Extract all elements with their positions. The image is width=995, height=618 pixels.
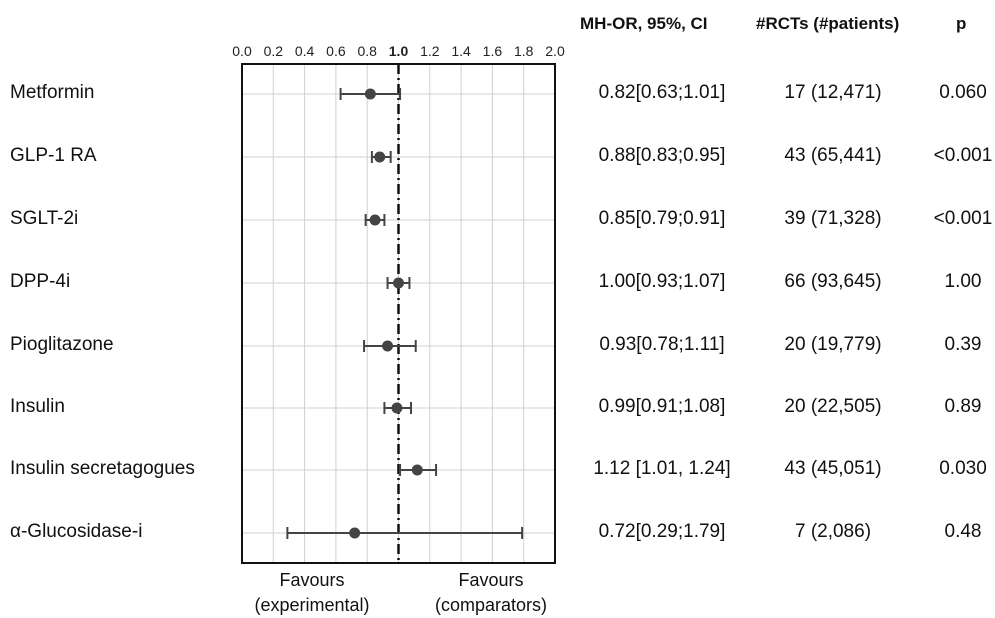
x-tick-label: 0.2 — [264, 43, 284, 59]
odds-ratio-point — [391, 402, 403, 414]
header-rcts: #RCTs (#patients) — [756, 14, 900, 33]
p-value: 1.00 — [944, 271, 982, 292]
odds-ratio-point — [349, 527, 361, 539]
rcts-value: 66 (93,645) — [784, 271, 882, 292]
p-value: <0.001 — [933, 145, 993, 166]
x-tick-label: 1.4 — [451, 43, 471, 59]
drug-label: DPP-4i — [10, 271, 71, 292]
or-ci-value: 0.93[0.78;1.11] — [599, 334, 725, 355]
drug-label: Insulin — [10, 396, 65, 417]
drug-label: Metformin — [10, 82, 95, 103]
favours-experimental-label: Favours (experimental) — [254, 568, 369, 618]
p-value: 0.060 — [939, 82, 987, 103]
favours-experimental-line2: (experimental) — [254, 595, 370, 615]
rcts-value: 43 (45,051) — [784, 458, 882, 479]
x-tick-label: 1.6 — [483, 43, 503, 59]
x-tick-label: 0.0 — [232, 43, 252, 59]
x-tick-label: 0.4 — [295, 43, 315, 59]
or-ci-value: 1.00[0.93;1.07] — [598, 271, 726, 292]
drug-label: Insulin secretagogues — [10, 458, 195, 479]
drug-label: SGLT-2i — [10, 208, 79, 229]
or-ci-value: 0.82[0.63;1.01] — [598, 82, 726, 103]
odds-ratio-point — [369, 214, 381, 226]
odds-ratio-point — [374, 151, 386, 163]
drug-label: GLP-1 RA — [10, 145, 97, 166]
odds-ratio-point — [364, 88, 376, 100]
or-ci-value: 1.12 [1.01, 1.24] — [593, 458, 731, 479]
p-value: 0.39 — [944, 334, 982, 355]
rcts-value: 39 (71,328) — [784, 208, 882, 229]
x-tick-label: 1.2 — [420, 43, 440, 59]
p-value: 0.89 — [944, 396, 982, 417]
favours-comparators-label: Favours (comparators) — [435, 568, 547, 618]
drug-label: α-Glucosidase-i — [10, 521, 143, 542]
or-ci-value: 0.99[0.91;1.08] — [598, 396, 726, 417]
or-ci-value: 0.72[0.29;1.79] — [598, 521, 726, 542]
favours-experimental-line1: Favours — [279, 570, 345, 590]
header-p: p — [956, 14, 967, 33]
drug-label: Pioglitazone — [10, 334, 114, 355]
x-tick-label: 1.0 — [389, 43, 409, 59]
p-value: 0.030 — [939, 458, 987, 479]
header-or-ci: MH-OR, 95%, CI — [580, 14, 708, 33]
favours-comparators-line1: Favours — [458, 570, 524, 590]
p-value: 0.48 — [944, 521, 982, 542]
odds-ratio-point — [393, 277, 404, 289]
rcts-value: 7 (2,086) — [794, 521, 872, 542]
favours-comparators-line2: (comparators) — [434, 595, 548, 615]
rcts-value: 20 (22,505) — [784, 396, 882, 417]
or-ci-value: 0.88[0.83;0.95] — [598, 145, 726, 166]
x-tick-label: 0.8 — [357, 43, 377, 59]
rcts-value: 20 (19,779) — [784, 334, 882, 355]
x-tick-label: 2.0 — [545, 43, 565, 59]
odds-ratio-point — [382, 340, 394, 352]
p-value: <0.001 — [933, 208, 993, 229]
rcts-value: 43 (65,441) — [784, 145, 882, 166]
x-tick-label: 0.6 — [326, 43, 346, 59]
odds-ratio-point — [411, 464, 423, 476]
x-tick-label: 1.8 — [514, 43, 534, 59]
or-ci-value: 0.85[0.79;0.91] — [598, 208, 726, 229]
rcts-value: 17 (12,471) — [784, 82, 882, 103]
